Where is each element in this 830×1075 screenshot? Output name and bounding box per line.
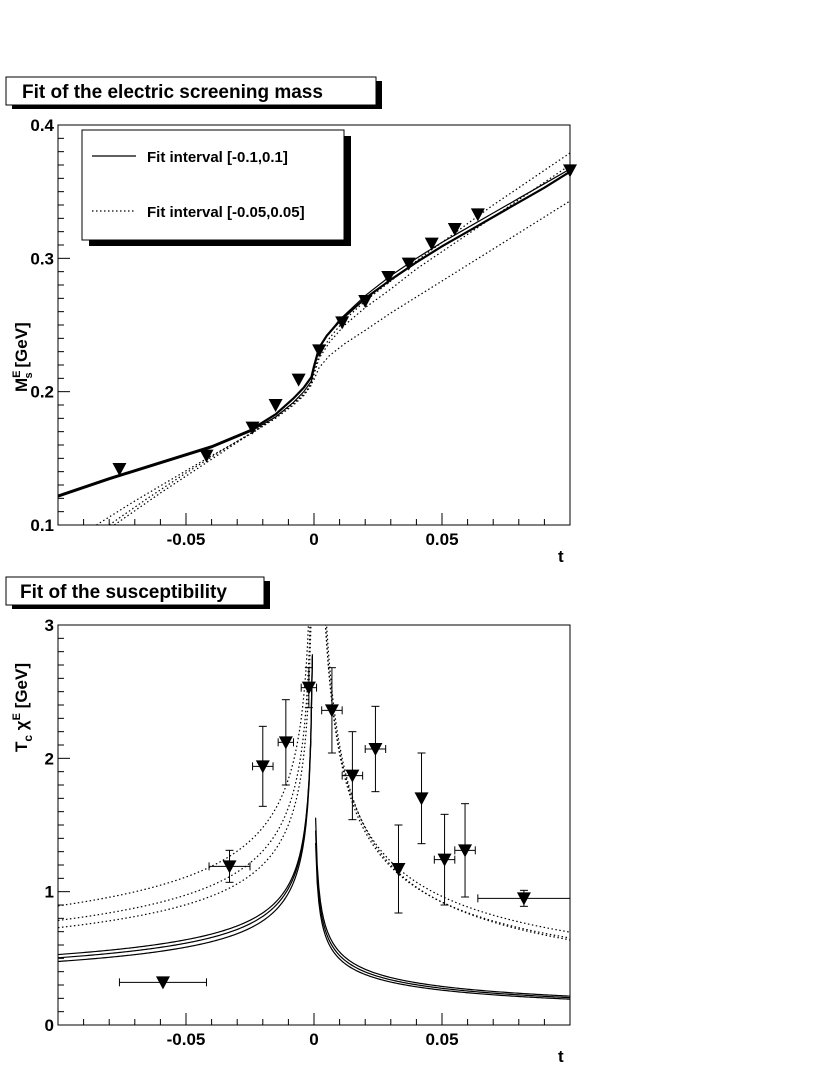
fit-curve-dotted (96, 164, 570, 525)
data-point (222, 860, 237, 874)
fit-curve-solid (315, 817, 570, 997)
data-point (563, 164, 577, 178)
data-point (155, 976, 170, 990)
fit-curve-solid (315, 830, 570, 999)
data-point (291, 373, 306, 387)
data-point (199, 449, 214, 463)
data-point (437, 853, 452, 867)
fit-curve-solid (58, 168, 570, 498)
data-point (458, 844, 473, 858)
data-point (268, 399, 283, 412)
data-point (381, 271, 396, 284)
title-box (5, 576, 265, 606)
fit-curve-dotted (325, 625, 570, 941)
data-point (255, 760, 270, 774)
data-point (335, 316, 350, 330)
data-point (112, 463, 127, 476)
data-point (401, 257, 416, 271)
data-point (368, 743, 383, 756)
fit-curves (58, 625, 570, 1000)
legend: Fit interval [-0.1,0.1] Fit interval [-0… (81, 129, 351, 246)
data-point (345, 769, 360, 783)
screening-mass-panel: Fit of the electric screening mass -0.05… (5, 76, 577, 566)
y-tick-label: 0.3 (30, 249, 54, 268)
y-axis-label-mid: χ (12, 720, 31, 735)
data-markers (118, 667, 571, 990)
y-tick-label: 0.4 (30, 116, 54, 135)
fit-curve-solid (58, 656, 313, 963)
data-point (358, 295, 373, 308)
y-tick-label: 1 (45, 883, 54, 902)
title-box (5, 76, 377, 106)
x-tick-label: 0 (309, 530, 318, 549)
y-tick-label: 0 (45, 1016, 54, 1035)
fit-curve-dotted (58, 625, 311, 922)
fit-curve-solid (315, 842, 570, 1000)
y-axis-label-main: M (12, 378, 31, 392)
x-tick-label: 0 (309, 1030, 318, 1049)
y-axis-label: MEs [GeV] (11, 322, 35, 392)
data-point (424, 237, 439, 251)
data-point (447, 223, 462, 236)
x-tick-label: 0.05 (425, 530, 458, 549)
x-tick-label: -0.05 (167, 530, 206, 549)
data-point (324, 704, 339, 718)
fit-curve-dotted (58, 625, 312, 929)
y-tick-label: 0.2 (30, 383, 54, 402)
x-tick-label: 0.05 (425, 1030, 458, 1049)
data-point (312, 344, 327, 358)
fit-curve-solid (58, 654, 313, 959)
data-point (414, 792, 429, 806)
x-tick-label: -0.05 (167, 1030, 206, 1049)
y-axis-label-sup: E (11, 370, 23, 377)
data-point (470, 208, 485, 222)
legend-box (81, 129, 345, 241)
fit-curve-solid (58, 656, 313, 956)
axes: -0.05 0 0.05 0 1 2 3 (45, 616, 571, 1049)
fit-curves (58, 152, 570, 525)
data-markers (112, 164, 577, 476)
fit-curve-dotted (113, 200, 570, 525)
y-axis-label-sup: E (11, 713, 23, 720)
y-axis-label-unit: [GeV] (12, 663, 31, 713)
fit-curve-dotted (58, 625, 309, 907)
y-tick-label: 3 (45, 616, 54, 635)
data-point (391, 863, 406, 876)
chart-title: Fit of the electric screening mass (22, 82, 323, 103)
y-axis-label-unit: [GeV] (12, 322, 31, 372)
y-axis-label-sub: c (21, 735, 35, 742)
y-axis-label-sub: s (23, 372, 35, 378)
susceptibility-panel: Fit of the susceptibility -0.05 0 0.05 0 1 2 3… (5, 576, 571, 1066)
y-tick-label: 0.1 (30, 516, 54, 535)
fit-curve-dotted (324, 625, 570, 933)
x-axis-label: t (558, 547, 564, 566)
data-point (245, 421, 260, 435)
legend-label-solid: Fit interval [-0.1,0.1] (147, 149, 288, 166)
y-axis-label-main: T (12, 741, 31, 752)
y-tick-label: 2 (45, 749, 54, 768)
legend-label-dotted: Fit interval [-0.05,0.05] (147, 204, 305, 221)
x-axis-label: t (558, 1047, 564, 1066)
data-point (278, 736, 293, 750)
data-point (301, 681, 316, 695)
data-point (516, 892, 531, 906)
axes: -0.05 0 0.05 0.1 0.2 0.3 0.4 (30, 116, 571, 549)
y-axis-label: Tc χE [GeV] (11, 663, 35, 752)
chart-title: Fit of the susceptibility (20, 582, 227, 603)
fit-curve-dotted (324, 625, 570, 939)
